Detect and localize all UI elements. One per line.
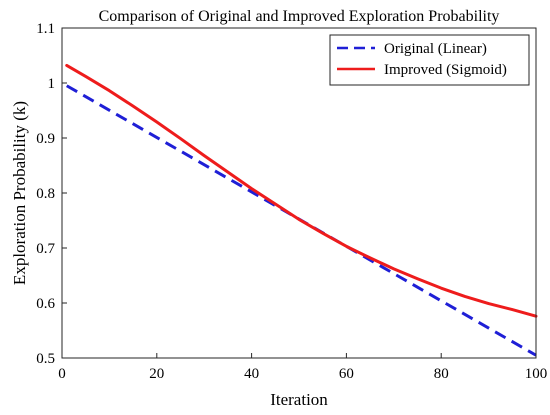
x-tick-label: 100 <box>525 366 548 382</box>
series-line-improved <box>65 63 538 318</box>
legend: Original (Linear) Improved (Sigmoid) <box>329 34 530 86</box>
x-axis-label: Iteration <box>270 390 328 409</box>
x-tick-label: 0 <box>58 366 66 382</box>
y-axis-label: Exploration Probability (k) <box>10 101 29 285</box>
x-tick-label: 20 <box>149 366 164 382</box>
y-tick-label: 0.5 <box>36 351 55 367</box>
legend-label-improved: Improved (Sigmoid) <box>384 62 507 78</box>
series-layer <box>65 63 538 357</box>
plot-frame <box>61 27 537 359</box>
y-tick-label: 0.9 <box>36 131 55 147</box>
y-tick-label: 0.8 <box>36 186 55 202</box>
y-tick-label: 0.6 <box>36 296 55 312</box>
x-tick-label: 60 <box>339 366 354 382</box>
legend-label-original: Original (Linear) <box>384 41 487 57</box>
axis-ticks: 0 20 40 60 80 100 0.5 0.6 0.7 0.8 0.9 1 1.1 <box>36 21 547 382</box>
y-tick-label: 1.1 <box>36 21 55 37</box>
x-tick-label: 40 <box>244 366 259 382</box>
y-tick-label: 0.7 <box>36 241 55 257</box>
x-tick-label: 80 <box>434 366 449 382</box>
legend-box <box>329 34 530 86</box>
y-tick-label: 1 <box>48 76 56 92</box>
chart-title: Comparison of Original and Improved Expl… <box>99 8 500 25</box>
